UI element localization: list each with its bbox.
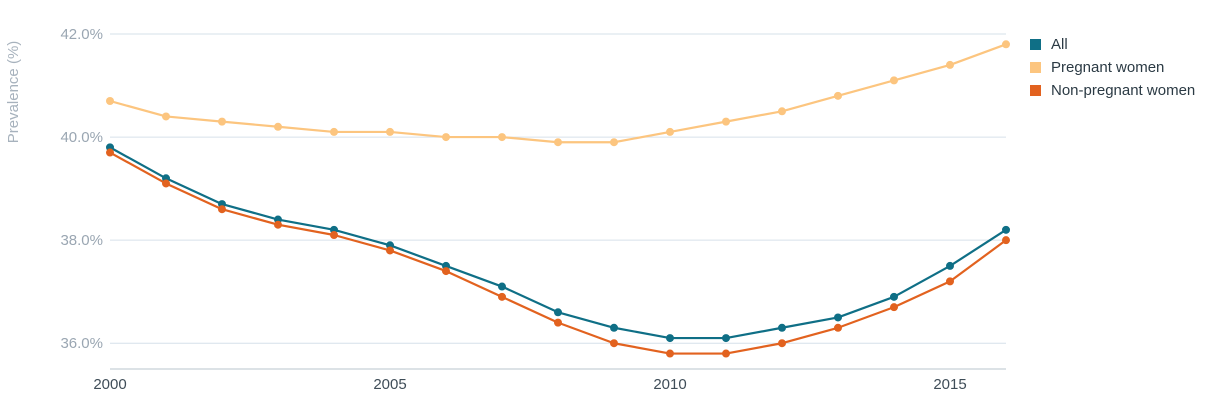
data-point [274, 220, 282, 229]
data-point [890, 303, 898, 312]
y-axis-title: Prevalence (%) [5, 41, 22, 144]
data-point [218, 117, 226, 126]
data-point [610, 323, 618, 332]
data-point [106, 97, 114, 105]
data-point [834, 313, 842, 322]
data-point [162, 112, 170, 121]
data-point [498, 282, 506, 291]
data-point [610, 138, 618, 147]
legend-swatch [1030, 39, 1041, 50]
data-point [1002, 236, 1010, 245]
x-tick-label: 2005 [373, 376, 406, 393]
data-point [778, 339, 786, 348]
x-tick-label: 2015 [933, 376, 966, 393]
data-point [666, 349, 674, 358]
data-point [890, 76, 898, 85]
y-tick-label: 36.0% [60, 335, 103, 352]
data-point [890, 292, 898, 301]
series-line-1 [109, 43, 1007, 144]
data-point [498, 292, 506, 301]
data-point [218, 205, 226, 214]
legend-item: All [1030, 33, 1195, 56]
data-point [1002, 225, 1010, 234]
legend-label: All [1051, 36, 1068, 53]
gridlines [110, 33, 1006, 344]
legend-item: Non-pregnant women [1030, 79, 1195, 102]
legend-swatch [1030, 85, 1041, 96]
y-tick-label: 40.0% [60, 129, 103, 146]
legend: All Pregnant women Non-pregnant women [1030, 33, 1195, 102]
data-point [946, 60, 954, 69]
data-point [1002, 40, 1010, 49]
data-point [330, 231, 338, 239]
data-point [946, 277, 954, 286]
data-point [162, 179, 170, 188]
data-point [946, 261, 954, 270]
series-points [106, 40, 1010, 358]
data-point [274, 122, 282, 131]
x-tick-label: 2000 [93, 376, 126, 393]
y-tick-label: 42.0% [60, 26, 103, 43]
data-point [330, 127, 338, 136]
tick-labels: 36.0% 38.0% 40.0% 42.0% 2000 2005 2010 2015 Prev… [5, 26, 967, 393]
data-point [778, 107, 786, 116]
data-point [442, 267, 450, 276]
legend-label: Non-pregnant women [1051, 82, 1196, 99]
data-point [554, 308, 562, 317]
data-point [442, 133, 450, 142]
data-point [722, 334, 730, 343]
y-tick-label: 38.0% [60, 232, 103, 249]
data-point [386, 127, 394, 136]
data-point [834, 91, 842, 100]
x-tick-label: 2010 [653, 376, 686, 393]
data-point [386, 246, 394, 255]
series-lines [109, 43, 1007, 355]
data-point [666, 334, 674, 343]
data-point [722, 117, 730, 126]
data-point [554, 138, 562, 147]
legend-item: Pregnant women [1030, 56, 1195, 79]
data-point [554, 318, 562, 327]
data-point [498, 133, 506, 142]
data-point [778, 323, 786, 332]
data-point [610, 339, 618, 348]
data-point [106, 148, 114, 157]
data-point [666, 127, 674, 136]
legend-swatch [1030, 62, 1041, 73]
legend-label: Pregnant women [1051, 59, 1165, 76]
data-point [722, 349, 730, 358]
data-point [834, 323, 842, 332]
